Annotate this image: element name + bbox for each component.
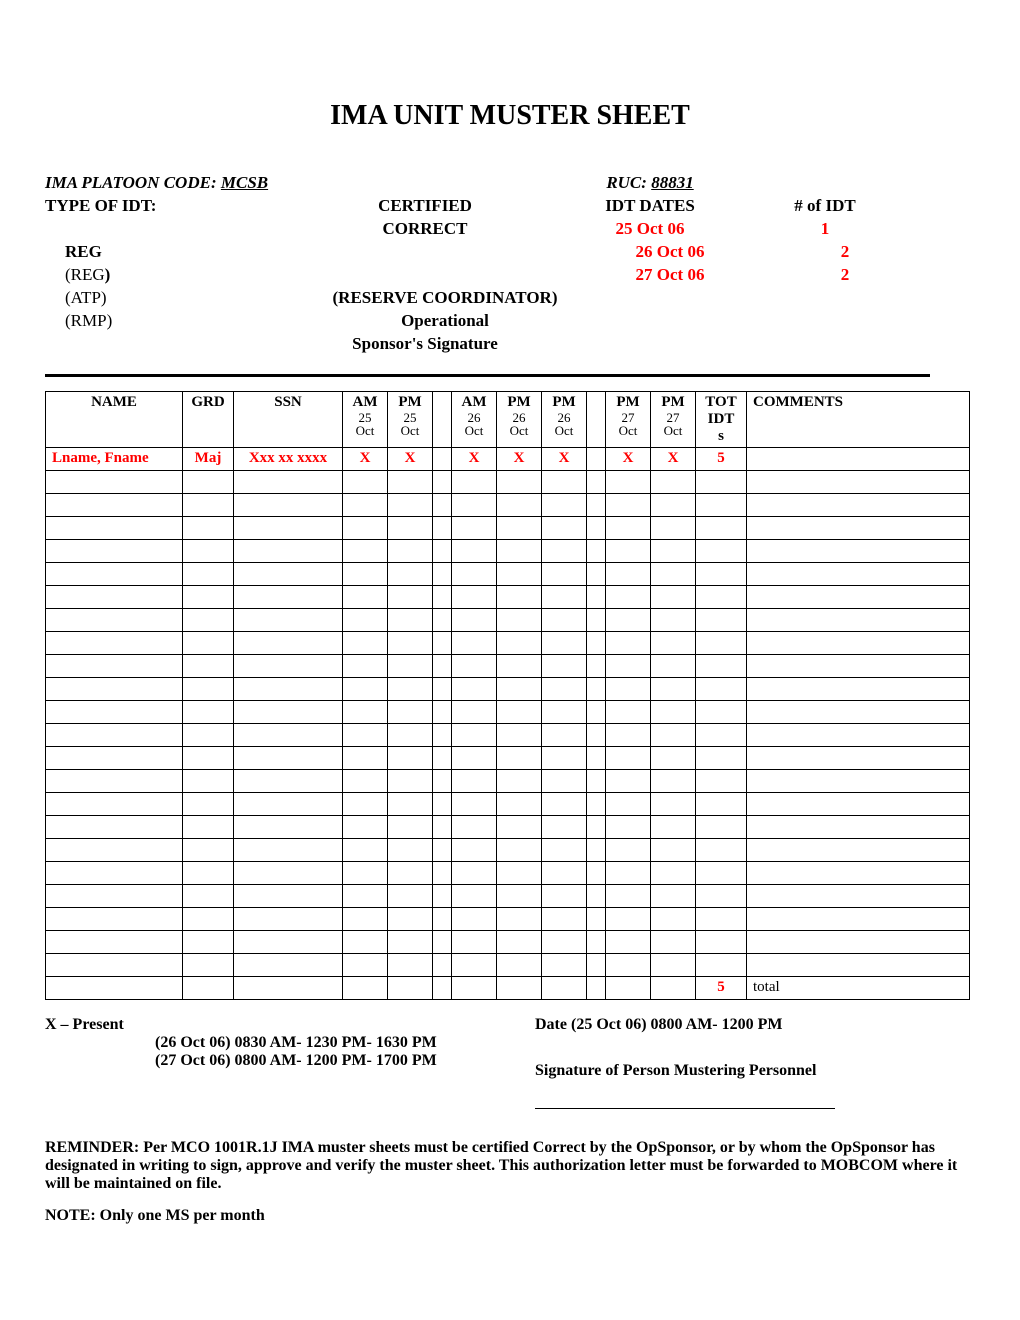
table-row [46,700,970,723]
col-gap1 [433,391,452,447]
note-text: NOTE: Only one MS per month [45,1207,975,1225]
cell-tot: 5 [696,447,747,470]
cell-am26: X [452,447,497,470]
table-row [46,470,970,493]
table-row [46,746,970,769]
cell-am25: X [343,447,388,470]
reminder-text: REMINDER: Per MCO 1001R.1J IMA muster sh… [45,1139,975,1193]
ruc-value: 88831 [651,173,694,192]
sponsor-sig-label: Sponsor's Signature [295,333,555,356]
header-block: IMA PLATOON CODE: MCSB RUC: 88831 TYPE O… [45,172,975,356]
table-row [46,792,970,815]
col-pm27b: PM27Oct [651,391,696,447]
col-comments: COMMENTS [747,391,970,447]
cell-pm25: X [388,447,433,470]
footer-block: X – Present (26 Oct 06) 0830 AM- 1230 PM… [45,1016,975,1225]
col-pm26a: PM26Oct [497,391,542,447]
cell-grd: Maj [183,447,234,470]
table-row [46,769,970,792]
type-label: TYPE OF IDT: [45,195,295,218]
table-row [46,930,970,953]
cell-name: Lname, Fname [46,447,183,470]
col-ssn: SSN [234,391,343,447]
x-present: X – Present [45,1016,535,1034]
operational-label: Operational [315,310,575,333]
idt-date-2: 26 Oct 06 [575,241,765,264]
time-line-2: (26 Oct 06) 0830 AM- 1230 PM- 1630 PM [45,1034,535,1052]
table-row [46,861,970,884]
cell-pm27b: X [651,447,696,470]
table-row [46,953,970,976]
signature-line [535,1108,835,1109]
table-row [46,631,970,654]
table-row [46,723,970,746]
idt-dates-label: IDT DATES [555,195,745,218]
reg-paren: (REG) [65,265,110,284]
col-pm27a: PM27Oct [606,391,651,447]
divider-line [45,374,930,377]
col-tot: TOTIDTs [696,391,747,447]
correct-label: CORRECT [295,218,555,241]
num-idt-label: # of IDT [745,195,905,218]
table-row [46,493,970,516]
cell-ssn: Xxx xx xxxx [234,447,343,470]
cell-gap2 [587,447,606,470]
table-row [46,815,970,838]
page-title: IMA UNIT MUSTER SHEET [45,100,975,132]
cell-pm26b: X [542,447,587,470]
rmp-label: (RMP) [45,310,315,333]
table-row [46,654,970,677]
cell-comments [747,447,970,470]
table-row [46,608,970,631]
col-gap2 [587,391,606,447]
certified-label: CERTIFIED [295,195,555,218]
table-row [46,562,970,585]
table-total-row: 5total [46,976,970,999]
table-row [46,907,970,930]
platoon-code: MCSB [221,173,268,192]
date-line: Date (25 Oct 06) 0800 AM- 1200 PM [535,1016,975,1034]
table-data-row: Lname, Fname Maj Xxx xx xxxx X X X X X X… [46,447,970,470]
table-row [46,585,970,608]
platoon-label: IMA PLATOON CODE: [45,173,221,192]
idt-date-1: 25 Oct 06 [555,218,745,241]
table-row [46,838,970,861]
atp-label: (ATP) [45,287,315,310]
cell-gap1 [433,447,452,470]
col-name: NAME [46,391,183,447]
reg-label: REG [45,241,315,264]
idt-count-1: 1 [745,218,905,241]
table-row [46,884,970,907]
col-am25: AM25Oct [343,391,388,447]
sig-label: Signature of Person Mustering Personnel [535,1062,975,1080]
col-am26: AM26Oct [452,391,497,447]
col-grd: GRD [183,391,234,447]
cell-pm26a: X [497,447,542,470]
idt-date-3: 27 Oct 06 [575,264,765,287]
table-row [46,516,970,539]
idt-count-2: 2 [765,241,925,264]
cell-pm27a: X [606,447,651,470]
time-line-3: (27 Oct 06) 0800 AM- 1200 PM- 1700 PM [45,1052,535,1070]
reserve-coord: (RESERVE COORDINATOR) [315,287,575,310]
idt-count-3: 2 [765,264,925,287]
ruc-label: RUC: [606,173,651,192]
table-row [46,539,970,562]
muster-table: NAME GRD SSN AM25Oct PM25Oct AM26Oct PM2… [45,391,970,1000]
table-row [46,677,970,700]
col-pm26b: PM26Oct [542,391,587,447]
col-pm25: PM25Oct [388,391,433,447]
table-header-row: NAME GRD SSN AM25Oct PM25Oct AM26Oct PM2… [46,391,970,447]
